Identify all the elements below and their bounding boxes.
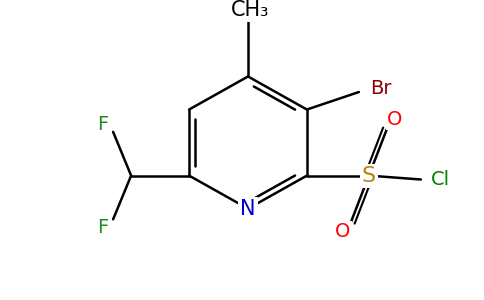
Text: N: N [240,199,256,219]
Text: O: O [387,110,403,129]
Text: F: F [97,115,109,134]
Text: Cl: Cl [431,170,451,189]
Text: S: S [362,166,376,186]
Text: CH₃: CH₃ [231,0,269,20]
Text: F: F [97,218,109,237]
Text: O: O [335,223,350,242]
Text: Br: Br [370,79,392,98]
